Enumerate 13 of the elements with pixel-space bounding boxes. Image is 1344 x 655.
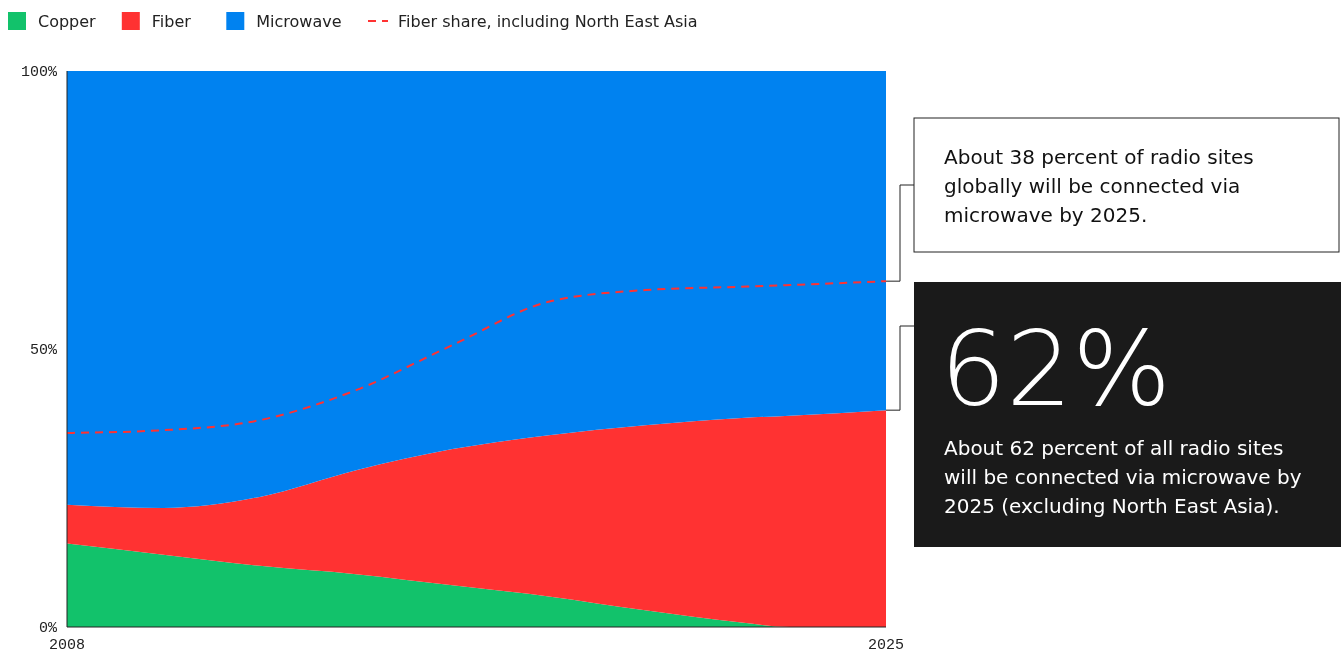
- y-tick-label: 50%: [29, 342, 58, 359]
- legend-label: Fiber share, including North East Asia: [398, 12, 698, 31]
- y-tick-label: 0%: [38, 620, 58, 637]
- y-tick-label: 100%: [20, 64, 58, 81]
- text: About 62 percent of all radio sites will be connected via microwave by 2025 (excluding North East Asia).: [944, 436, 1302, 518]
- text: About 38 percent of radio sites globally will be connected via microwave by 2025.: [944, 145, 1254, 227]
- legend-label: Microwave: [256, 12, 342, 31]
- x-tick-label: 2008: [48, 637, 86, 654]
- legend-label: Copper: [38, 12, 97, 31]
- legend-label: Fiber: [151, 12, 192, 31]
- line-series: [66, 280, 887, 434]
- x-tick-label: 2025: [867, 637, 905, 654]
- text: 62%: [940, 308, 1172, 430]
